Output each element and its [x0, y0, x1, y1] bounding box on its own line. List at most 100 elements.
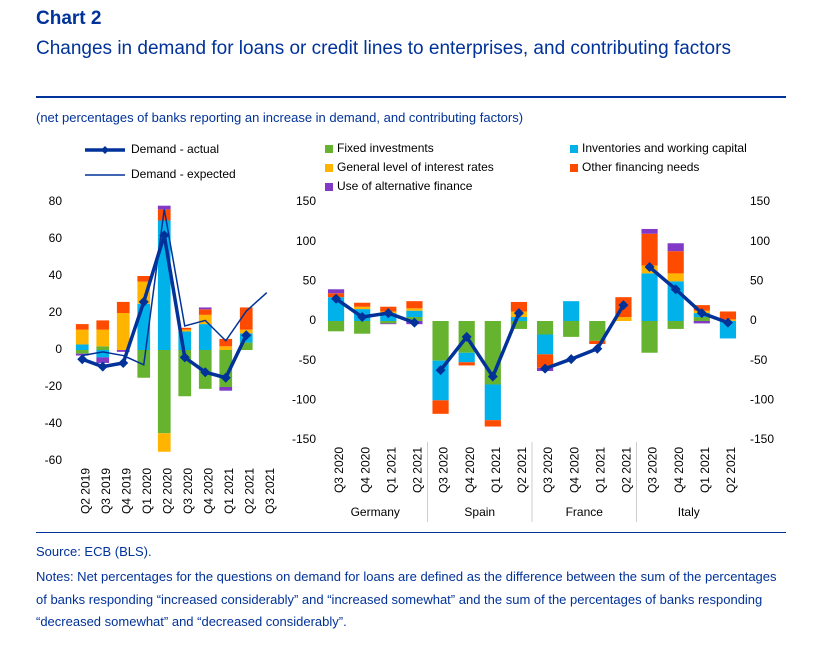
marker [722, 317, 733, 328]
legend-swatch [325, 183, 333, 191]
bar-segment [75, 329, 89, 345]
marker [644, 262, 655, 273]
bar-segment [589, 321, 606, 341]
bar-segment [178, 329, 192, 332]
x-tick-label: Q3 2019 [99, 468, 113, 514]
x-tick-label: Q3 2020 [646, 447, 660, 493]
x-tick-label: Q2 2021 [242, 468, 256, 514]
x-tick-label: Q1 2021 [384, 447, 398, 493]
y-tick-label: 0 [309, 313, 316, 327]
x-tick-label: Q3 2020 [332, 447, 346, 493]
y-tick-label: -60 [45, 453, 63, 467]
legend-swatch [570, 145, 578, 153]
bar-segment [641, 321, 658, 353]
marker [357, 312, 368, 323]
x-tick-label: Q4 2019 [119, 468, 133, 514]
marker [138, 296, 149, 307]
group-label: Germany [351, 505, 400, 519]
bar-segment [137, 276, 151, 282]
bar-segment [157, 205, 171, 210]
y-tick-label: 50 [303, 274, 317, 288]
y-tick-label: -40 [45, 416, 63, 430]
marker [383, 308, 394, 319]
notes: Notes: Net percentages for the questions… [36, 569, 777, 629]
bar-segment [693, 321, 710, 324]
x-tick-label: Q2 2020 [160, 468, 174, 514]
x-tick-label: Q1 2021 [593, 447, 607, 493]
marker [513, 308, 524, 319]
marker [670, 284, 681, 295]
bar-segment [406, 308, 423, 311]
y-tick-label: -50 [299, 353, 317, 367]
marker [540, 363, 551, 374]
bar-segment [615, 317, 632, 321]
marker [461, 331, 472, 342]
bar-segment [380, 323, 397, 325]
bar-segment [219, 346, 233, 350]
bar-segment [536, 321, 554, 335]
bar-segment [589, 340, 606, 345]
bar-segment [116, 350, 130, 352]
x-tick-label: Q1 2021 [698, 447, 712, 493]
marker [179, 352, 190, 363]
group-label: Italy [678, 505, 700, 519]
x-tick-label: Q2 2019 [78, 468, 92, 514]
x-tick-label: Q1 2021 [489, 447, 503, 493]
legend-label: Demand - actual [131, 142, 219, 156]
bar-segment [510, 301, 528, 312]
bar-segment [354, 321, 371, 334]
bar-segment [96, 346, 110, 350]
bar-segment [198, 324, 212, 350]
legend-label: Demand - expected [131, 167, 236, 181]
bar-segment [354, 306, 371, 310]
bar-segment [432, 321, 449, 361]
bar-segment [178, 327, 192, 330]
bar-segment [458, 352, 475, 363]
bar-segment [327, 289, 345, 294]
y2-tick-label: 0 [750, 313, 757, 327]
marker [618, 300, 629, 311]
y-tick-label: 60 [49, 231, 63, 245]
bar-segment [198, 307, 212, 310]
x-tick-label: Q1 2021 [222, 468, 236, 514]
line [82, 209, 268, 366]
bar-segment [116, 301, 130, 313]
x-tick-label: Q4 2020 [463, 447, 477, 493]
marker [200, 367, 211, 378]
source: Source: ECB (BLS). [36, 544, 152, 559]
bar-segment [157, 350, 171, 434]
line [544, 304, 625, 371]
bar-segment [563, 321, 580, 337]
marker [435, 365, 446, 376]
legend-label: General level of interest rates [337, 160, 494, 174]
bar-segment [75, 324, 89, 330]
bar-segment [406, 310, 423, 318]
y-tick-label: -20 [45, 379, 63, 393]
x-tick-label: Q3 2020 [437, 447, 451, 493]
bar-segment [510, 317, 528, 321]
legend-swatch [325, 145, 333, 153]
y-tick-label: 20 [49, 305, 63, 319]
x-tick-label: Q1 2020 [140, 468, 154, 514]
bar-segment [75, 350, 89, 354]
bar-segment [719, 311, 737, 320]
bar-segment [219, 338, 233, 347]
x-tick-label: Q2 2021 [515, 447, 529, 493]
legend-label: Inventories and working capital [582, 141, 747, 155]
x-tick-label: Q3 2020 [541, 447, 555, 493]
marker [97, 361, 108, 372]
marker [409, 317, 420, 328]
marker [566, 354, 577, 365]
bar-segment [693, 317, 710, 321]
y-tick-label: 0 [55, 342, 62, 356]
y2-tick-label: 100 [750, 234, 770, 248]
chart-subtitle: (net percentages of banks reporting an i… [36, 110, 524, 125]
bar-segment [484, 384, 501, 421]
bar-segment [116, 313, 130, 350]
bar-segment [667, 243, 684, 252]
y2-tick-label: 150 [750, 194, 770, 208]
bar-segment [327, 321, 345, 332]
footer-rule [36, 532, 786, 533]
title-rule [36, 96, 786, 98]
